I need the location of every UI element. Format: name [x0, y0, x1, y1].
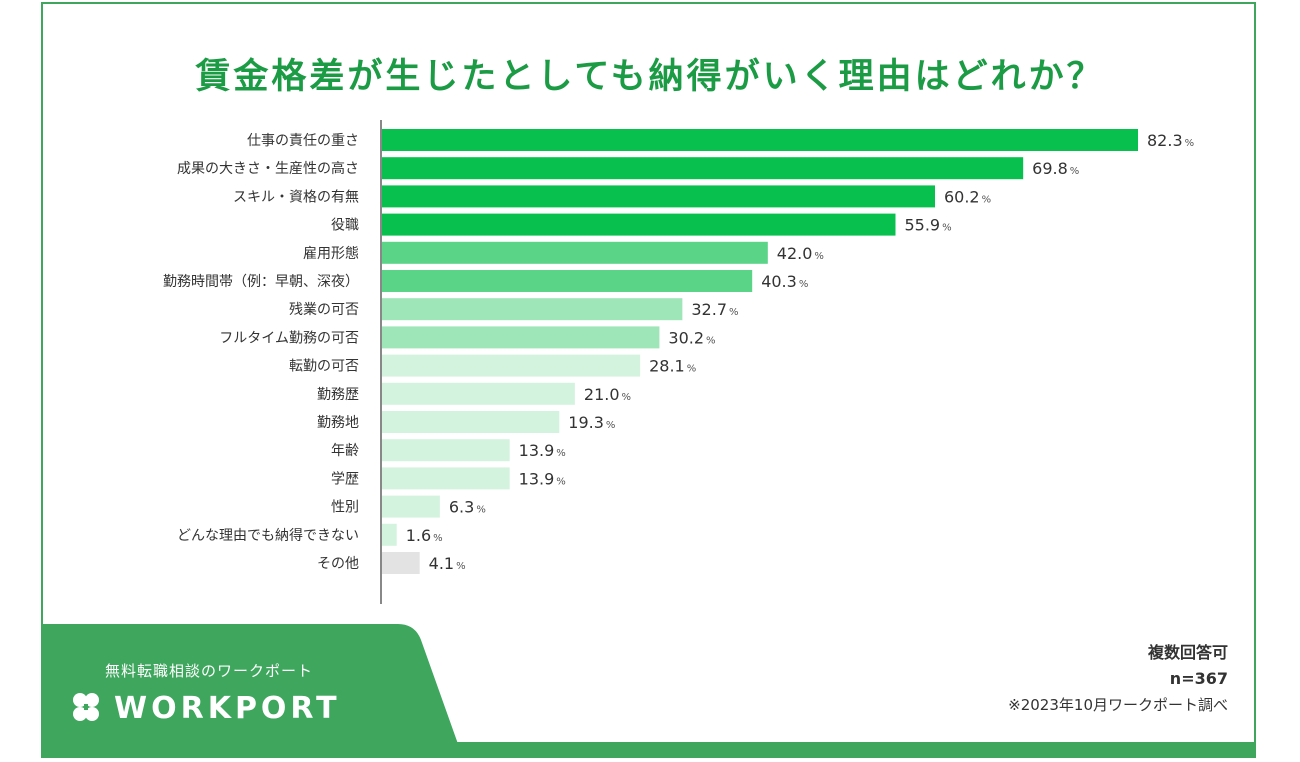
category-label: 残業の可否 — [289, 302, 359, 318]
bar — [382, 185, 935, 208]
value-label: 60.2% — [944, 187, 991, 206]
category-label: 役職 — [331, 218, 359, 234]
value-label: 55.9% — [904, 216, 951, 235]
bar — [382, 495, 440, 518]
chart-title: 賃金格差が生じたとしても納得がいく理由はどれか？ — [195, 57, 1105, 97]
value-label: 1.6% — [406, 526, 443, 545]
category-label: 勤務時間帯（例：早朝、深夜） — [163, 274, 359, 290]
category-label: 仕事の責任の重さ — [247, 133, 359, 149]
sample-size: n=367 — [1169, 669, 1228, 688]
value-label: 21.0% — [584, 385, 631, 404]
bar — [382, 326, 660, 349]
category-label: 勤務地 — [317, 415, 359, 431]
category-label: 雇用形態 — [303, 245, 359, 262]
bar — [382, 241, 768, 264]
value-label: 32.7% — [691, 300, 738, 319]
value-label: 30.2% — [668, 328, 715, 347]
category-label: 学歴 — [331, 471, 359, 487]
bar — [382, 467, 510, 490]
category-label: スキル・資格の有無 — [233, 189, 359, 205]
bar-chart: 仕事の責任の重さ 82.3 % 成果の大きさ・生産性の高さ 69.8 % スキル・資格の有無… — [163, 120, 1194, 604]
chart-notes: 複数回答可 n=367 ※2023年10月ワークポート調べ — [1008, 640, 1228, 718]
value-label: 19.3% — [568, 413, 615, 432]
brand-logo: WORKPORT — [68, 690, 341, 726]
bar — [382, 411, 560, 433]
clover-icon — [73, 693, 99, 721]
category-label: どんな理由でも納得できない — [177, 527, 359, 544]
bar — [382, 439, 510, 462]
bar — [382, 129, 1138, 151]
brand-banner — [43, 624, 463, 762]
category-label: 成果の大きさ・生産性の高さ — [177, 160, 359, 177]
source-note: ※2023年10月ワークポート調べ — [1008, 696, 1228, 714]
value-label: 13.9% — [519, 441, 566, 460]
bar — [382, 354, 641, 377]
value-label: 40.3% — [761, 272, 808, 291]
bar — [382, 382, 575, 405]
category-label: フルタイム勤務の可否 — [219, 330, 359, 346]
bar — [382, 270, 753, 292]
value-label: 28.1% — [649, 357, 696, 376]
bar — [382, 157, 1024, 180]
bar — [382, 213, 896, 236]
brand-tagline: 無料転職相談のワークポート — [105, 662, 314, 680]
multi-answer-note: 複数回答可 — [1147, 643, 1228, 662]
value-label: 82.3% — [1147, 131, 1194, 150]
category-label: 転勤の可否 — [289, 359, 359, 375]
brand-banner-shape — [43, 624, 463, 758]
value-label: 4.1% — [429, 554, 466, 573]
category-label: 年齢 — [331, 443, 359, 459]
category-label: 勤務歴 — [317, 387, 359, 403]
value-label: 42.0% — [777, 244, 824, 263]
category-label: その他 — [317, 556, 359, 572]
category-label: 性別 — [331, 500, 359, 516]
value-label: 13.9% — [519, 469, 566, 488]
value-label: 69.8% — [1032, 159, 1079, 178]
brand-logo-text: WORKPORT — [114, 690, 341, 726]
value-label: 6.3% — [449, 498, 486, 517]
bottom-band — [43, 742, 1256, 758]
bar — [382, 523, 397, 546]
bar — [382, 298, 683, 321]
bar — [382, 552, 420, 574]
